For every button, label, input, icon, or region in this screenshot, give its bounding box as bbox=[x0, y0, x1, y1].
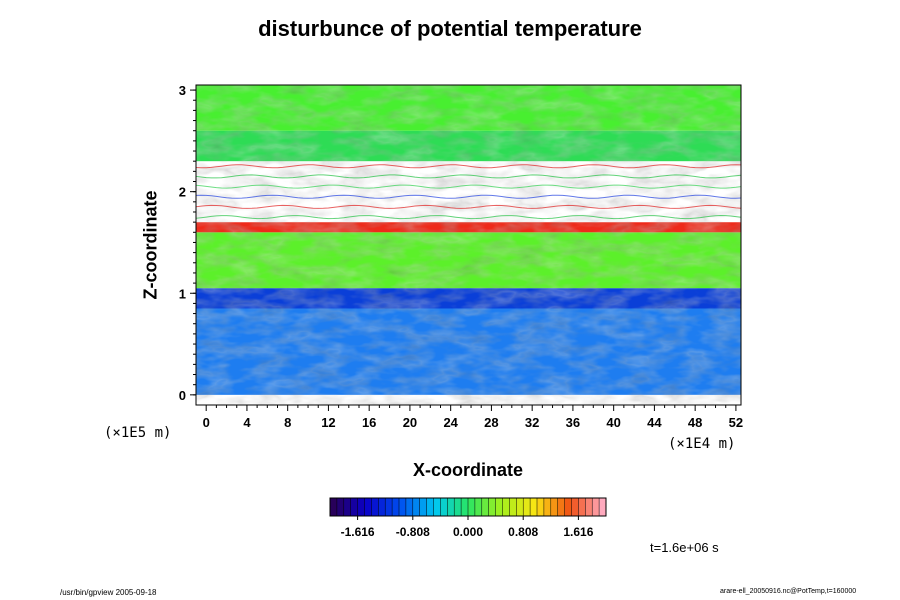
colorbar-cell bbox=[419, 498, 427, 516]
chart-title: disturbunce of potential temperature bbox=[258, 16, 642, 41]
x-tick-label: 20 bbox=[403, 415, 417, 430]
colorbar-cell bbox=[592, 498, 600, 516]
time-annotation: t=1.6e+06 s bbox=[650, 540, 719, 555]
colorbar-cell bbox=[578, 498, 586, 516]
temperature-field bbox=[196, 85, 741, 405]
x-tick-label: 36 bbox=[566, 415, 580, 430]
colorbar-cell bbox=[392, 498, 400, 516]
turbulence-texture bbox=[196, 85, 741, 405]
colorbar-cell bbox=[412, 498, 420, 516]
colorbar-cell bbox=[364, 498, 372, 516]
x-tick-label: 48 bbox=[688, 415, 702, 430]
colorbar-cell bbox=[543, 498, 552, 516]
y-scale-label: (×1E5 m) bbox=[104, 425, 172, 441]
colorbar-tick-label: 0.808 bbox=[508, 525, 538, 539]
colorbar-cell bbox=[357, 498, 365, 516]
colorbar-cell bbox=[530, 498, 538, 516]
colorbar-cell bbox=[399, 498, 407, 516]
x-tick-label: 28 bbox=[484, 415, 498, 430]
contour-stripe bbox=[196, 184, 741, 189]
colorbar-cell bbox=[405, 498, 414, 516]
plot-frame bbox=[195, 84, 742, 406]
colorbar-cell bbox=[454, 498, 462, 516]
colorbar-cell bbox=[371, 498, 379, 516]
colorbar-cell bbox=[585, 498, 593, 516]
colorbar-cell bbox=[599, 498, 607, 516]
contour-stripe bbox=[196, 164, 741, 169]
colorbar: -1.616 -0.808 0.000 0.808 1.616 bbox=[329, 497, 607, 539]
colorbar-cell bbox=[461, 498, 469, 516]
colorbar-cell bbox=[557, 498, 565, 516]
colorbar-cell bbox=[440, 498, 448, 516]
x-tick-label: 12 bbox=[321, 415, 335, 430]
colorbar-cell bbox=[447, 498, 455, 516]
colorbar-cell bbox=[571, 498, 579, 516]
x-tick-label: 32 bbox=[525, 415, 539, 430]
colorbar-cell bbox=[564, 498, 572, 516]
x-tick-label: 44 bbox=[647, 415, 662, 430]
contour-stripe bbox=[196, 174, 741, 179]
colorbar-cell bbox=[488, 498, 496, 516]
y-tick-label: 3 bbox=[179, 83, 186, 98]
colorbar-cell bbox=[495, 498, 503, 516]
colorbar-cell bbox=[509, 498, 517, 516]
colorbar-cell bbox=[426, 498, 434, 516]
colorbar-tick-label: 0.000 bbox=[453, 525, 483, 539]
y-tick-label: 1 bbox=[179, 286, 186, 301]
colorbar-tick-label: 1.616 bbox=[563, 525, 593, 539]
colorbar-cell bbox=[378, 498, 386, 516]
x-tick-label: 8 bbox=[284, 415, 291, 430]
colorbar-cell bbox=[385, 498, 393, 516]
colorbar-cell bbox=[468, 498, 476, 516]
colorbar-cell bbox=[350, 498, 358, 516]
colorbar-cell bbox=[537, 498, 545, 516]
colorbar-tick-label: -0.808 bbox=[396, 525, 430, 539]
colorbar-cell bbox=[343, 498, 351, 516]
x-tick-label: 0 bbox=[203, 415, 210, 430]
colorbar-cell bbox=[330, 498, 338, 516]
x-tick-label: 16 bbox=[362, 415, 376, 430]
contour-stripe bbox=[196, 194, 741, 199]
colorbar-cell bbox=[502, 498, 510, 516]
contour-stripe bbox=[196, 214, 741, 220]
colorbar-cell bbox=[474, 498, 483, 516]
colorbar-cell bbox=[481, 498, 489, 516]
contour-stripe bbox=[196, 204, 741, 209]
colorbar-cell bbox=[550, 498, 558, 516]
colorbar-cell bbox=[336, 498, 345, 516]
y-axis-label: Z-coordinate bbox=[140, 190, 161, 300]
y-tick-label: 0 bbox=[179, 388, 186, 403]
footer-left: /usr/bin/gpview 2005-09-18 bbox=[60, 588, 157, 597]
footer-right: arare-ell_20050916.nc@PotTemp,t=160000 bbox=[720, 588, 857, 595]
x-tick-label: 40 bbox=[606, 415, 620, 430]
x-axis-label: X-coordinate bbox=[412, 460, 523, 480]
colorbar-cell bbox=[433, 498, 441, 516]
colorbar-cell bbox=[523, 498, 531, 516]
colorbar-tick-label: -1.616 bbox=[341, 525, 375, 539]
x-tick-label: 24 bbox=[443, 415, 458, 430]
y-tick-label: 2 bbox=[179, 185, 186, 200]
colorbar-cell bbox=[516, 498, 524, 516]
x-tick-label: 4 bbox=[243, 415, 251, 430]
x-scale-label: (×1E4 m) bbox=[668, 436, 736, 452]
x-tick-label: 52 bbox=[729, 415, 743, 430]
